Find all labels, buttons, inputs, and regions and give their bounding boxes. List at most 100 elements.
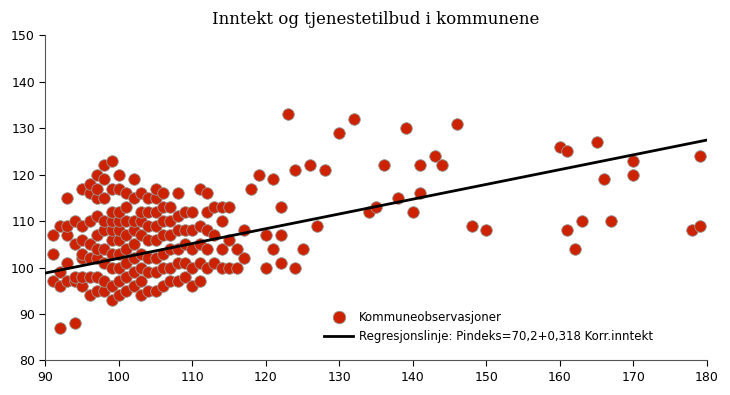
Point bbox=[150, 222, 161, 229]
Point bbox=[142, 288, 154, 294]
Point bbox=[606, 218, 618, 224]
Point bbox=[54, 325, 66, 331]
Point bbox=[201, 227, 213, 233]
Point bbox=[180, 260, 191, 266]
Point bbox=[69, 320, 80, 326]
Point bbox=[128, 176, 139, 182]
Point bbox=[91, 288, 103, 294]
Point bbox=[150, 209, 161, 215]
Point bbox=[569, 246, 580, 252]
Point bbox=[61, 195, 73, 201]
Point bbox=[99, 246, 110, 252]
Point bbox=[120, 246, 132, 252]
Point bbox=[451, 120, 463, 127]
Point bbox=[91, 213, 103, 220]
Point bbox=[180, 241, 191, 248]
Point bbox=[84, 181, 96, 187]
Point bbox=[91, 232, 103, 238]
Point bbox=[106, 283, 118, 289]
Point bbox=[91, 246, 103, 252]
Point bbox=[69, 218, 80, 224]
Point bbox=[245, 185, 257, 192]
Point bbox=[135, 232, 147, 238]
Point bbox=[157, 218, 169, 224]
Point bbox=[120, 260, 132, 266]
Point bbox=[120, 274, 132, 280]
Point bbox=[187, 264, 199, 271]
Point bbox=[187, 227, 199, 233]
Point bbox=[157, 190, 169, 196]
Point bbox=[113, 185, 125, 192]
Point bbox=[99, 288, 110, 294]
Point bbox=[180, 274, 191, 280]
Point bbox=[172, 213, 183, 220]
Point bbox=[628, 158, 639, 164]
Point bbox=[77, 237, 88, 243]
Point bbox=[253, 171, 264, 178]
Point bbox=[47, 278, 58, 285]
Point bbox=[267, 246, 279, 252]
Point bbox=[172, 260, 183, 266]
Point bbox=[128, 195, 139, 201]
Point bbox=[120, 218, 132, 224]
Point bbox=[238, 255, 250, 261]
Point bbox=[576, 218, 588, 224]
Point bbox=[135, 190, 147, 196]
Point bbox=[194, 241, 206, 248]
Point bbox=[238, 227, 250, 233]
Point bbox=[312, 222, 323, 229]
Point bbox=[209, 204, 220, 210]
Point bbox=[274, 204, 286, 210]
Point bbox=[157, 250, 169, 257]
Point bbox=[591, 139, 602, 145]
Point bbox=[113, 292, 125, 299]
Point bbox=[128, 255, 139, 261]
Point bbox=[113, 218, 125, 224]
Point bbox=[157, 232, 169, 238]
Point bbox=[135, 218, 147, 224]
Point bbox=[415, 190, 426, 196]
Point bbox=[91, 195, 103, 201]
Point bbox=[223, 237, 235, 243]
Point bbox=[120, 204, 132, 210]
Point bbox=[172, 190, 183, 196]
Point bbox=[348, 116, 360, 122]
Point bbox=[84, 218, 96, 224]
Point bbox=[598, 176, 610, 182]
Point bbox=[84, 274, 96, 280]
Point bbox=[91, 274, 103, 280]
Point bbox=[142, 269, 154, 275]
Point bbox=[429, 153, 441, 159]
Point bbox=[164, 218, 176, 224]
Point bbox=[216, 204, 228, 210]
Point bbox=[99, 278, 110, 285]
Point bbox=[135, 250, 147, 257]
Point bbox=[370, 204, 382, 210]
Point bbox=[113, 227, 125, 233]
Point bbox=[142, 237, 154, 243]
Point bbox=[99, 162, 110, 169]
Point bbox=[231, 264, 242, 271]
Point bbox=[106, 250, 118, 257]
Point bbox=[561, 227, 573, 233]
Point bbox=[150, 237, 161, 243]
Point bbox=[77, 250, 88, 257]
Point bbox=[61, 260, 73, 266]
Point bbox=[209, 232, 220, 238]
Point bbox=[150, 269, 161, 275]
Point bbox=[480, 227, 492, 233]
Point bbox=[201, 246, 213, 252]
Point bbox=[135, 264, 147, 271]
Point bbox=[128, 283, 139, 289]
Point bbox=[363, 209, 374, 215]
Point bbox=[61, 232, 73, 238]
Point bbox=[223, 264, 235, 271]
Point bbox=[128, 269, 139, 275]
Point bbox=[290, 167, 301, 173]
Point bbox=[47, 250, 58, 257]
Point bbox=[77, 255, 88, 261]
Point bbox=[180, 227, 191, 233]
Point bbox=[164, 246, 176, 252]
Point bbox=[554, 143, 566, 150]
Point bbox=[54, 269, 66, 275]
